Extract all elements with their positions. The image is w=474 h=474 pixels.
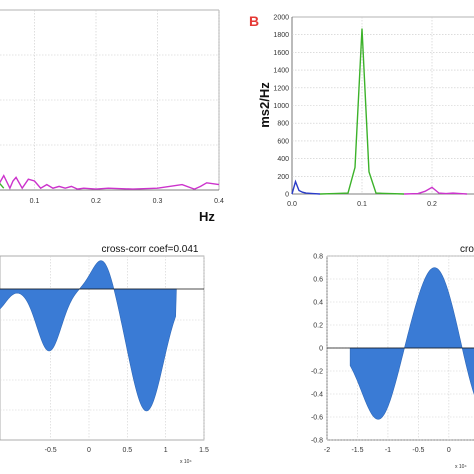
- crosscorr-b-y-tick: 0.8: [313, 254, 323, 261]
- spectrum-a-series: [0, 174, 220, 190]
- crosscorr-a-x-tick: 0: [87, 447, 91, 454]
- crosscorr-b-x-exponent: x 10⁴: [455, 464, 467, 470]
- spectrum-b-y-tick: 800: [277, 121, 289, 128]
- crosscorr-b-y-tick: -0.4: [311, 392, 323, 399]
- panel-spectrum-a: 0.1 0.2 0.3 0.4 Hz: [0, 9, 224, 224]
- spectrum-b-grid: [292, 17, 474, 194]
- crosscorr-b-y-tick: -0.2: [311, 369, 323, 376]
- spectrum-b-series: [291, 28, 468, 195]
- spectrum-b-y-tick: 1800: [273, 32, 289, 39]
- spectrum-b-x-tick: 0.1: [357, 201, 367, 208]
- crosscorr-b-x-tick: -2: [324, 447, 330, 454]
- spectrum-b-y-tick: 2000: [273, 15, 289, 22]
- crosscorr-b-y-tick: 0.4: [313, 300, 323, 307]
- spectrum-b-y-tick: 1200: [273, 85, 289, 92]
- crosscorr-a-title: cross-corr coef=0.041: [102, 244, 199, 255]
- spectrum-a-series-line: [0, 174, 220, 190]
- spectrum-a-x-tick: 0.3: [153, 198, 163, 205]
- spectrum-b-x-tick: 0.0: [287, 201, 297, 208]
- spectrum-b-x-tick: 0.2: [427, 201, 437, 208]
- spectrum-b-y-tick: 600: [277, 138, 289, 145]
- crosscorr-b-x-tick: -1: [385, 447, 391, 454]
- crosscorr-a-frame: [0, 255, 205, 441]
- crosscorr-a-x-ticks: -0.5 0 0.5 1 1.5: [45, 447, 209, 454]
- spectrum-b-y-tick: 0: [285, 192, 289, 199]
- crosscorr-b-title: cross: [460, 244, 474, 255]
- crosscorr-b-x-tick: 0: [447, 447, 451, 454]
- spectrum-b-y-tick: 200: [277, 174, 289, 181]
- crosscorr-a-area: [0, 260, 177, 412]
- panel-letter-b: B: [249, 13, 259, 29]
- crosscorr-b-area: [349, 267, 474, 420]
- crosscorr-b-ticks: 0.8 0.6 0.4 0.2 0 -0.2 -0.4 -0.6 -0.8-2 -1.5 -1 -0.…: [311, 254, 451, 455]
- crosscorr-b-y-tick: 0.6: [313, 277, 323, 284]
- spectrum-a-grid: [0, 10, 220, 190]
- crosscorr-a-x-tick: 0.5: [122, 447, 132, 454]
- spectrum-a-series-line: [0, 182, 5, 189]
- spectrum-b-ticks: 0 200 400 600 800 1000 1200 1400 1600 1800 2000 0.0…: [273, 15, 437, 209]
- crosscorr-b-y-tick: 0: [319, 346, 323, 353]
- spectrum-a-xlabel: Hz: [199, 209, 215, 224]
- crosscorr-b-y-tick: 0.2: [313, 323, 323, 330]
- spectrum-b-y-tick: 1600: [273, 50, 289, 57]
- crosscorr-a-x-tick: 1.5: [199, 447, 209, 454]
- crosscorr-a-x-exponent: x 10⁴: [180, 459, 192, 465]
- spectrum-a-x-tick: 0.1: [30, 198, 40, 205]
- crosscorr-b-x-tick: -1.5: [351, 447, 363, 454]
- spectrum-b-series-line: [291, 179, 321, 195]
- panel-crosscorr-b: cross 0.8 0.6 0.4 0.2 0 -0.2 -0.4 -0.6 -0.8-2 -1.…: [311, 244, 474, 470]
- spectrum-a-x-tick: 0.2: [91, 198, 101, 205]
- spectrum-b-y-tick: 1400: [273, 68, 289, 75]
- spectrum-b-y-tick: 1000: [273, 103, 289, 110]
- crosscorr-b-x-tick: -0.5: [412, 447, 424, 454]
- panel-crosscorr-a: cross-corr coef=0.041 -0.5 0 0.5 1 1.5 x 10⁴: [0, 244, 209, 465]
- spectrum-b-ylabel: ms2/Hz: [257, 82, 272, 128]
- crosscorr-a-x-tick: 1: [164, 447, 168, 454]
- spectrum-b-y-tick: 400: [277, 156, 289, 163]
- spectrum-b-series-line: [403, 186, 468, 195]
- panel-spectrum-b: B 02004006008001000120014001600180020000…: [249, 13, 474, 208]
- crosscorr-b-y-tick: -0.6: [311, 415, 323, 422]
- crosscorr-b-y-tick: -0.8: [311, 438, 323, 445]
- spectrum-a-x-ticks: 0.1 0.2 0.3 0.4: [30, 198, 224, 205]
- spectrum-b-series-line: [319, 28, 405, 195]
- spectrum-a-x-tick: 0.4: [214, 198, 224, 205]
- crosscorr-a-x-tick: -0.5: [45, 447, 57, 454]
